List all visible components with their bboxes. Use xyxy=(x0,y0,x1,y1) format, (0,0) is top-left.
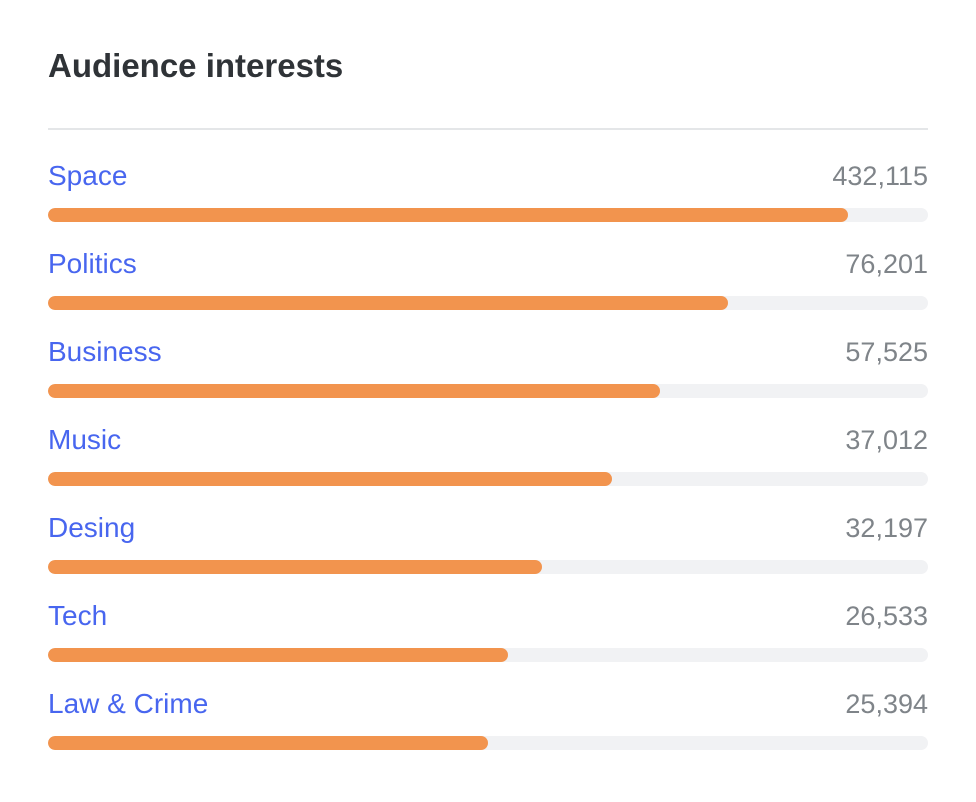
interest-label-link[interactable]: Desing xyxy=(48,512,136,543)
card-title: Audience interests xyxy=(48,47,344,84)
interest-count: 32,197 xyxy=(845,513,928,543)
title-divider xyxy=(48,128,928,130)
interest-bar-fill xyxy=(48,296,729,310)
interest-row: Desing 32,197 xyxy=(48,508,928,596)
interest-count: 25,394 xyxy=(845,689,928,719)
interest-count: 37,012 xyxy=(845,425,928,455)
interest-bar-track xyxy=(48,648,928,662)
interest-label-link[interactable]: Business xyxy=(48,336,162,367)
interest-bar-fill xyxy=(48,472,613,486)
interest-label-link[interactable]: Politics xyxy=(48,248,137,279)
interest-bar-track xyxy=(48,208,928,222)
interest-bar-fill xyxy=(48,208,848,222)
interest-row: Politics 76,201 xyxy=(48,244,928,332)
interest-bar-track xyxy=(48,472,928,486)
interest-bar-track xyxy=(48,560,928,574)
interest-label-link[interactable]: Law & Crime xyxy=(48,688,209,719)
interests-list: Space 432,115 Politics 76,201 Business 5… xyxy=(48,156,928,772)
interest-row: Space 432,115 xyxy=(48,156,928,244)
interest-count: 57,525 xyxy=(845,337,928,367)
interest-bar-track xyxy=(48,736,928,750)
interest-bar-track xyxy=(48,296,928,310)
interest-bar-fill xyxy=(48,384,660,398)
interest-count: 26,533 xyxy=(845,601,928,631)
interest-bar-fill xyxy=(48,560,542,574)
interest-bar-track xyxy=(48,384,928,398)
interest-label-link[interactable]: Music xyxy=(48,424,122,455)
interest-row: Music 37,012 xyxy=(48,420,928,508)
interest-row: Law & Crime 25,394 xyxy=(48,684,928,772)
interest-count: 432,115 xyxy=(832,161,928,191)
interest-bar-fill xyxy=(48,648,509,662)
interest-bar-fill xyxy=(48,736,488,750)
interest-label-link[interactable]: Space xyxy=(48,160,128,191)
interest-count: 76,201 xyxy=(845,249,928,279)
interest-label-link[interactable]: Tech xyxy=(48,600,108,631)
interest-row: Tech 26,533 xyxy=(48,596,928,684)
interest-row: Business 57,525 xyxy=(48,332,928,420)
